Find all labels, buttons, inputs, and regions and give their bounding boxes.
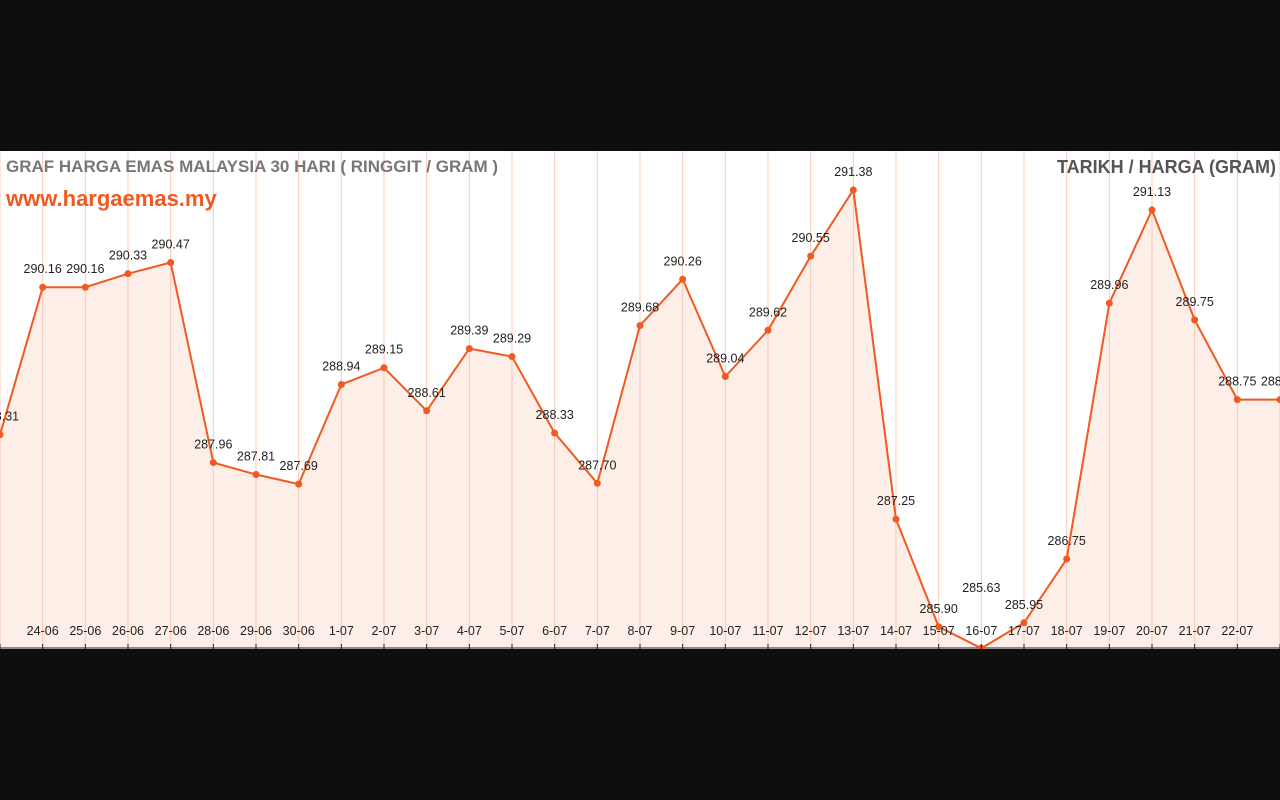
data-label: 285.95 — [1005, 598, 1043, 612]
data-label: 287.69 — [280, 459, 318, 473]
x-tick-label: 27-06 — [155, 624, 187, 638]
data-label: 287.70 — [578, 458, 616, 472]
data-point — [124, 270, 132, 278]
data-point — [636, 321, 644, 329]
x-tick-label: 13-07 — [837, 624, 869, 638]
data-point — [1020, 619, 1028, 627]
data-point — [935, 623, 943, 631]
chart-svg: 288.31 290.16 24-06 290.16 25-06 290.33 26-06 2… — [0, 151, 1280, 649]
x-tick-label: 19-07 — [1093, 624, 1125, 638]
x-tick-label: 5-07 — [499, 624, 524, 638]
data-point — [1233, 396, 1241, 404]
data-point — [81, 283, 89, 291]
data-point — [1276, 396, 1280, 404]
x-tick-label: 28-06 — [197, 624, 229, 638]
x-tick-label: 16-07 — [965, 624, 997, 638]
data-label: 287.25 — [877, 494, 915, 508]
x-tick-label: 8-07 — [627, 624, 652, 638]
data-point — [1063, 555, 1071, 563]
data-label: 290.26 — [664, 254, 702, 268]
x-tick-label: 22-07 — [1221, 624, 1253, 638]
x-tick-label: 6-07 — [542, 624, 567, 638]
x-tick-label: 2-07 — [371, 624, 396, 638]
data-label: 289.15 — [365, 343, 403, 357]
chart-container: 288.31 290.16 24-06 290.16 25-06 290.33 26-06 2… — [0, 151, 1280, 649]
data-label: 289.68 — [621, 300, 659, 314]
data-point — [764, 326, 772, 334]
data-point — [593, 479, 601, 487]
x-tick-label: 10-07 — [709, 624, 741, 638]
data-label: 285.63 — [962, 581, 1000, 595]
data-point — [337, 380, 345, 388]
data-label: 285.90 — [920, 602, 958, 616]
data-point — [551, 429, 559, 437]
data-point — [380, 364, 388, 372]
x-tick-label: 3-07 — [414, 624, 439, 638]
data-label: 289.39 — [450, 324, 488, 338]
data-point — [0, 431, 4, 439]
data-label: 287.96 — [194, 438, 232, 452]
data-label: 289.96 — [1090, 278, 1128, 292]
x-tick-label: 4-07 — [457, 624, 482, 638]
data-label: 290.33 — [109, 249, 147, 263]
data-label: 288.75 — [1261, 375, 1280, 389]
x-tick-label: 29-06 — [240, 624, 272, 638]
x-tick-label: 11-07 — [752, 624, 783, 638]
x-tick-label: 25-06 — [69, 624, 101, 638]
x-tick-label: 12-07 — [795, 624, 827, 638]
data-point — [39, 283, 47, 291]
x-tick-label: 15-07 — [923, 624, 955, 638]
x-tick-label: 17-07 — [1008, 624, 1040, 638]
data-point — [252, 471, 260, 479]
data-point — [1105, 299, 1113, 307]
data-point — [1191, 316, 1199, 324]
data-point — [295, 480, 303, 488]
data-label: 288.33 — [536, 408, 574, 422]
data-point — [209, 459, 217, 467]
data-label: 288.31 — [0, 410, 19, 424]
data-point — [508, 353, 516, 361]
chart-title: GRAF HARGA EMAS MALAYSIA 30 HARI ( RINGG… — [6, 157, 499, 176]
data-point — [1148, 206, 1156, 214]
data-label: 288.61 — [408, 386, 446, 400]
data-label: 286.75 — [1048, 534, 1086, 548]
data-point — [465, 345, 473, 353]
x-tick-label: 21-07 — [1179, 624, 1211, 638]
site-link[interactable]: www.hargaemas.my — [6, 186, 217, 211]
x-tick-label: 26-06 — [112, 624, 144, 638]
data-point — [423, 407, 431, 415]
data-point — [892, 515, 900, 523]
data-point — [167, 259, 175, 267]
data-label: 290.47 — [152, 238, 190, 252]
x-tick-label: 20-07 — [1136, 624, 1168, 638]
x-tick-label: 7-07 — [585, 624, 610, 638]
data-label: 287.81 — [237, 450, 275, 464]
data-label: 289.04 — [706, 351, 744, 365]
data-label: 289.75 — [1176, 295, 1214, 309]
data-label: 290.16 — [66, 262, 104, 276]
x-tick-label: 1-07 — [329, 624, 354, 638]
x-tick-label: 30-06 — [283, 624, 315, 638]
data-point — [721, 372, 729, 380]
x-tick-label: 14-07 — [880, 624, 912, 638]
data-label: 291.38 — [834, 165, 872, 179]
data-label: 289.62 — [749, 305, 787, 319]
data-label: 288.75 — [1218, 375, 1256, 389]
x-tick-label: 24-06 — [27, 624, 59, 638]
data-point — [807, 252, 815, 260]
x-tick-label: 18-07 — [1051, 624, 1083, 638]
data-label: 291.13 — [1133, 185, 1171, 199]
data-point — [679, 275, 687, 283]
data-label: 289.29 — [493, 332, 531, 346]
data-label: 290.55 — [792, 231, 830, 245]
data-label: 290.16 — [24, 262, 62, 276]
data-label: 288.94 — [322, 359, 360, 373]
data-point — [849, 186, 857, 194]
x-tick-label: 9-07 — [670, 624, 695, 638]
legend-title: TARIKH / HARGA (GRAM) — [1057, 157, 1276, 177]
